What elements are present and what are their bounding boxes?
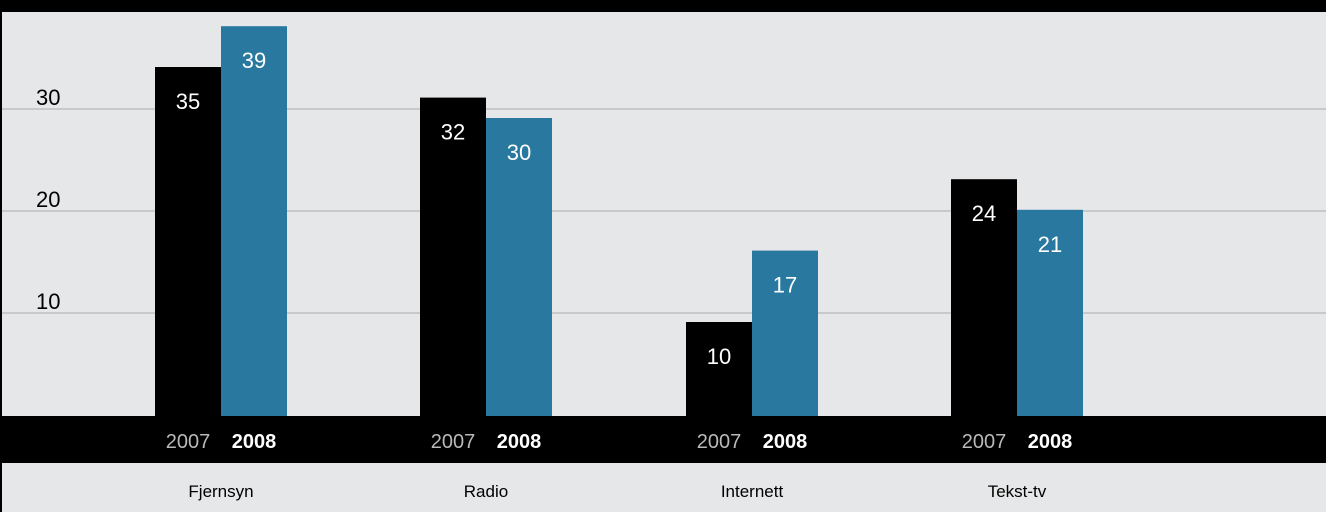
- category-label-fjernsyn: Fjernsyn: [188, 482, 253, 501]
- y-tick-label-30: 30: [36, 85, 60, 110]
- year-label-internett-2008: 2008: [763, 431, 808, 453]
- category-label-tekst-tv: Tekst-tv: [988, 482, 1047, 501]
- year-label-radio-2008: 2008: [497, 431, 542, 453]
- bars: 35 39 32 30 10 17 24 21: [155, 26, 1083, 424]
- year-band: [0, 416, 1326, 462]
- data-label-tekst-tv-2007: 24: [972, 201, 996, 226]
- year-label-internett-2007: 2007: [697, 431, 742, 453]
- bar-tekst-tv-2007: [951, 179, 1017, 424]
- data-label-radio-2008: 30: [507, 140, 531, 165]
- bar-fjernsyn-2007: [155, 67, 221, 424]
- bar-radio-2007: [420, 97, 486, 424]
- year-label-tekst-tv-2007: 2007: [962, 431, 1007, 453]
- category-label-internett: Internett: [721, 482, 784, 501]
- data-label-fjernsyn-2007: 35: [176, 89, 200, 114]
- y-tick-label-20: 20: [36, 187, 60, 212]
- bar-fjernsyn-2008: [221, 26, 287, 424]
- bar-internett-2007: [686, 322, 752, 424]
- data-label-internett-2007: 10: [707, 344, 731, 369]
- year-label-fjernsyn-2008: 2008: [232, 431, 277, 453]
- left-frame-line: [0, 0, 2, 512]
- year-labels: 2007 2008 2007 2008 2007 2008 2007 2008: [166, 431, 1073, 453]
- bar-radio-2008: [486, 118, 552, 424]
- bar-internett-2008: [752, 250, 818, 424]
- category-separator-line: [0, 462, 1326, 463]
- data-label-internett-2008: 17: [773, 273, 797, 298]
- top-frame-band: [0, 0, 1326, 12]
- year-label-fjernsyn-2007: 2007: [166, 431, 211, 453]
- data-label-fjernsyn-2008: 39: [242, 48, 266, 73]
- data-label-tekst-tv-2008: 21: [1038, 232, 1062, 257]
- year-label-tekst-tv-2008: 2008: [1028, 431, 1073, 453]
- bar-tekst-tv-2008: [1017, 209, 1083, 424]
- y-tick-label-10: 10: [36, 289, 60, 314]
- category-labels: Fjernsyn Radio Internett Tekst-tv: [188, 482, 1046, 501]
- year-label-radio-2007: 2007: [431, 431, 476, 453]
- category-label-radio: Radio: [464, 482, 508, 501]
- data-label-radio-2007: 32: [441, 120, 465, 145]
